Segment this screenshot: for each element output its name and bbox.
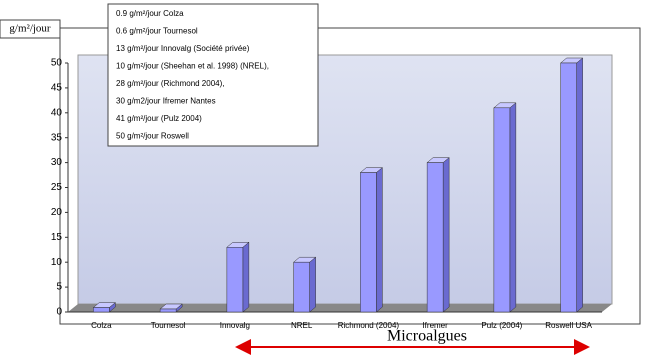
bar xyxy=(560,62,577,313)
y-axis-label: g/m²/jour xyxy=(9,23,51,35)
y-tick-label: 20 xyxy=(51,207,63,218)
bar-side xyxy=(442,157,450,313)
notes-box xyxy=(107,3,319,147)
note-line: 0.6 g/m²/jour Tournesol xyxy=(116,27,198,36)
y-tick-label: 40 xyxy=(51,107,63,118)
note-line: 0.9 g/m²/jour Colza xyxy=(116,9,184,18)
note-line: 13 g/m²/jour Innovalg (Société privée) xyxy=(116,44,250,53)
y-tick-label: 50 xyxy=(51,58,63,69)
x-tick-label: Tournesol xyxy=(151,321,186,330)
bar-side xyxy=(509,102,517,313)
y-tick-label: 35 xyxy=(51,132,63,143)
note-line: 10 g/m²/jour (Sheehan et al. 1998) (NREL… xyxy=(116,62,269,71)
bar-side xyxy=(576,57,583,313)
x-tick-label: Ifremer xyxy=(422,321,448,330)
bar-side xyxy=(242,241,250,313)
x-tick-label: Pulz (2004) xyxy=(481,321,522,330)
bar xyxy=(159,308,177,313)
y-tick-label: 5 xyxy=(56,282,62,293)
bar xyxy=(93,307,110,313)
x-tick-label: NREL xyxy=(291,321,313,330)
bar xyxy=(426,162,444,313)
y-tick-label: 0 xyxy=(56,307,62,318)
x-tick-label: Roswell USA xyxy=(545,321,592,330)
note-line: 41 g/m²/jour (Pulz 2004) xyxy=(116,114,202,123)
bar xyxy=(493,107,511,313)
x-tick-label: Richmond (2004) xyxy=(338,321,400,330)
bar xyxy=(293,261,310,313)
y-tick-label: 15 xyxy=(51,232,63,243)
y-tick-label: 45 xyxy=(51,83,63,94)
bar xyxy=(360,172,377,313)
bar-side xyxy=(376,167,383,313)
note-line: 28 g/m²/jour (Richmond 2004), xyxy=(116,79,225,88)
note-line: 30 g/m2/jour Ifremer Nantes xyxy=(116,97,216,106)
bar xyxy=(226,247,244,313)
y-tick-label: 10 xyxy=(51,257,63,268)
floor xyxy=(68,304,612,312)
y-tick-label: 30 xyxy=(51,157,63,168)
y-tick-label: 25 xyxy=(51,182,63,193)
y-label-box xyxy=(0,19,61,39)
group-label: Microalgues xyxy=(387,328,467,345)
note-line: 50 g/m²/jour Roswell xyxy=(116,132,189,141)
x-tick-label: Innovalg xyxy=(220,321,250,330)
bar-side xyxy=(309,256,316,313)
x-tick-label: Colza xyxy=(91,321,112,330)
